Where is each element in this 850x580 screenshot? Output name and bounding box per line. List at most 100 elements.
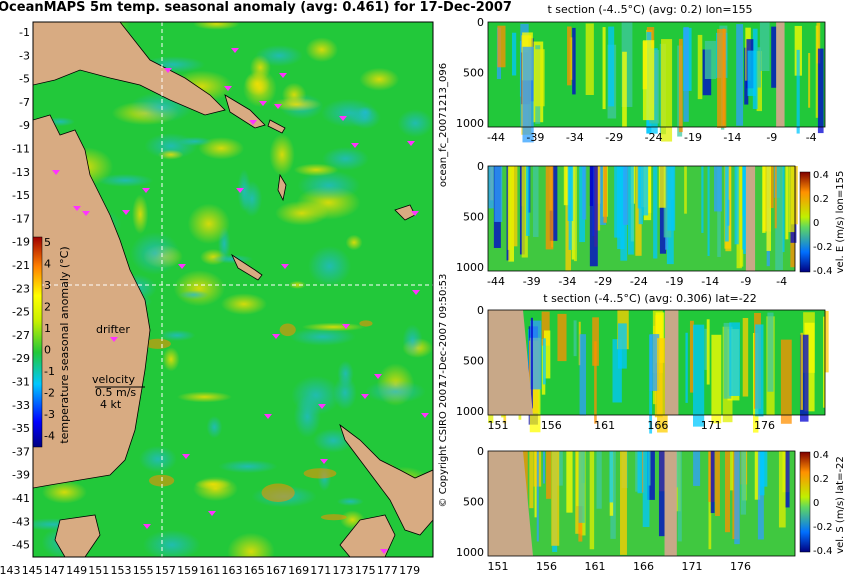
land-mask [488,310,533,415]
vel-e-colorbar-label: vel. E (m/s) lon=155 [835,171,846,274]
warm-anomaly [173,270,225,307]
cool-band [734,451,740,545]
lat-tick: -43 [12,515,30,528]
temp-section-lat22: 0 500 1000 151 156 161 166 171 176 [456,304,829,434]
vel-colorbar-tick: -0.2 [813,522,833,533]
warm-anomaly [269,133,295,176]
warm-band [754,451,761,500]
drifter-label: drifter [96,323,130,336]
warm-band [569,37,574,80]
section-x-tick: 161 [585,560,606,573]
cool-band [647,451,655,500]
drifter-marker [318,404,326,409]
cool-band [596,451,602,509]
cool-band [785,451,790,508]
drifter-marker [374,374,382,379]
warm-band [815,25,819,118]
side-label-date: 17-Dec-2007 09:50:53 [438,274,449,387]
drifter-marker [224,86,232,91]
cool-band [642,166,649,216]
section-x-tick: 156 [541,419,562,432]
depth-tick: 500 [463,354,484,367]
hot-anomaly [359,320,373,327]
warm-band [657,338,668,433]
vel-colorbar-tick: -0.2 [813,242,833,253]
cool-band [767,312,774,392]
lat-tick: -45 [12,539,30,552]
drifter-marker [272,334,280,339]
lon-tick: 179 [399,564,420,577]
cool-band [494,166,503,222]
section-x-tick: -14 [723,131,741,144]
lon-tick: 159 [177,564,198,577]
drifter-marker [208,511,216,516]
lon-tick: 143 [0,564,21,577]
land-mask [745,166,756,271]
section-x-tick: -19 [684,131,702,144]
warm-anomaly [193,22,240,30]
drifter-marker [407,141,415,146]
lon-tick: 177 [377,564,398,577]
warm-band [785,166,789,240]
drifter-marker [264,414,272,419]
vel-colorbar-tick: 0 [813,498,819,509]
cool-band [567,166,574,221]
drifter-marker [122,210,130,215]
warm-band [730,451,734,491]
cool-band [747,50,756,96]
cool-band [653,166,658,259]
colorbar-tick: 1 [44,322,51,335]
cool-band [637,166,642,209]
drifter-marker [143,524,151,529]
cool-band [617,323,627,369]
warm-band [736,166,742,269]
vel-colorbar-tick: 0 [813,218,819,229]
lat-tick: -23 [12,282,30,295]
cool-anomaly [178,290,210,300]
drifter-markers [52,48,429,554]
lat-tick: -29 [12,352,30,365]
cool-band [734,166,739,245]
vel-s-colorbar-ticks: 0.4 0.2 0 -0.2 -0.4 [813,450,833,557]
cool-band [740,451,747,515]
cool-band [627,166,634,255]
cool-band [724,166,729,242]
depth-tick: 1000 [456,405,484,418]
warm-band [762,166,766,233]
lat-tick: -1 [19,26,30,39]
warm-anomaly [132,194,149,235]
depth-tick: 0 [477,16,484,29]
lon-tick: 149 [66,564,87,577]
cool-band [533,166,539,237]
lon-tick: 157 [155,564,176,577]
section-x-tick: -24 [645,131,663,144]
cool-band [710,451,715,514]
section-x-tick: -29 [594,275,612,288]
warm-band [573,166,577,262]
vel-colorbar-tick: -0.4 [813,266,833,277]
depth-tick: 0 [477,445,484,458]
lat-tick: -27 [12,329,30,342]
warm-band [566,451,573,513]
warm-anomaly [293,163,339,177]
cool-band [683,26,689,122]
section-x-tick: 176 [730,560,751,573]
drifter-marker [82,211,90,216]
cool-band [525,166,530,236]
cool-anomaly [397,109,433,138]
warm-anomaly [227,532,275,557]
vel-s-section-lat22: 0 500 1000 151 156 161 166 171 176 [456,445,796,573]
section-x-tick: -9 [766,131,777,144]
warm-band [603,166,607,223]
vel-colorbar-tick: -0.4 [813,546,833,557]
depth-tick: 0 [477,160,484,173]
warm-band [697,34,703,100]
vel-s-colorbar [799,451,811,553]
hot-anomaly [144,338,171,349]
land-solomons [224,94,286,134]
warm-band [655,312,665,363]
warm-band [585,23,594,95]
cool-anomaly [142,529,201,557]
warm-band [510,166,518,247]
vel-s-colorbar-label: vel. S (m/s) lat=-22 [835,456,846,554]
